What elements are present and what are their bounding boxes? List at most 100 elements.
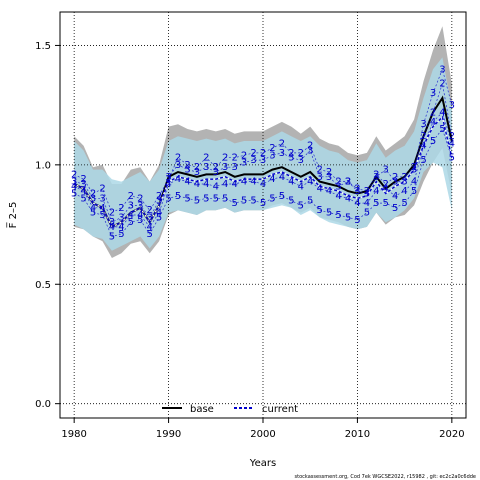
age-2-label: 2 bbox=[156, 191, 162, 202]
age-2-label: 2 bbox=[241, 150, 247, 161]
age-3-label: 3 bbox=[137, 200, 143, 211]
age-2-label: 2 bbox=[109, 208, 115, 219]
age-3-label: 3 bbox=[99, 193, 105, 204]
age-4-label: 4 bbox=[269, 174, 275, 185]
age-4-label: 4 bbox=[373, 186, 379, 197]
legend-base-label: base bbox=[190, 404, 214, 415]
age-2-label: 2 bbox=[184, 160, 190, 171]
age-5-label: 5 bbox=[449, 153, 455, 164]
age-4-label: 4 bbox=[128, 210, 134, 221]
age-4-line bbox=[74, 111, 453, 228]
age-5-label: 5 bbox=[354, 215, 360, 226]
age-5-label: 5 bbox=[345, 212, 351, 223]
age-3-label: 3 bbox=[411, 165, 417, 176]
age-5-label: 5 bbox=[241, 196, 247, 207]
x-tick-label: 2010 bbox=[345, 429, 370, 440]
age-2-label: 2 bbox=[279, 138, 285, 149]
age-5-label: 5 bbox=[383, 198, 389, 209]
age-4-label: 4 bbox=[194, 179, 200, 190]
footnote: stockassessment.org, Cod 7ek WGCSE2022, … bbox=[295, 474, 476, 480]
age-5-label: 5 bbox=[128, 217, 134, 228]
age-3-label: 3 bbox=[288, 153, 294, 164]
age-4-label: 4 bbox=[279, 172, 285, 183]
age-5-label: 5 bbox=[137, 215, 143, 226]
age-4-label: 4 bbox=[364, 198, 370, 209]
age-3-label: 3 bbox=[184, 165, 190, 176]
age-3-label: 3 bbox=[430, 88, 436, 99]
age-4-label: 4 bbox=[449, 138, 455, 149]
age-2-label: 2 bbox=[165, 174, 171, 185]
age-2-label: 2 bbox=[449, 131, 455, 142]
age-5-label: 5 bbox=[420, 155, 426, 166]
age-2-label: 2 bbox=[373, 169, 379, 180]
age-4-label: 4 bbox=[383, 184, 389, 195]
age-3-label: 3 bbox=[118, 212, 124, 223]
age-2-label: 2 bbox=[298, 148, 304, 159]
x-axis-title: Years bbox=[249, 458, 276, 469]
age-3-label: 3 bbox=[213, 167, 219, 178]
x-tick-label: 1980 bbox=[61, 429, 86, 440]
age-4-label: 4 bbox=[147, 222, 153, 233]
age-4-label: 4 bbox=[420, 141, 426, 152]
current-confidence-band bbox=[74, 57, 452, 251]
age-5-label: 5 bbox=[71, 189, 77, 200]
age-4-label: 4 bbox=[250, 177, 256, 188]
age-4-label: 4 bbox=[222, 179, 228, 190]
age-3-label: 3 bbox=[449, 100, 455, 111]
age-3-label: 3 bbox=[109, 217, 115, 228]
age-3-label: 3 bbox=[354, 186, 360, 197]
age-3-label: 3 bbox=[298, 155, 304, 166]
age-3-label: 3 bbox=[71, 177, 77, 188]
age-5-label: 5 bbox=[232, 198, 238, 209]
age-2-label: 2 bbox=[401, 172, 407, 183]
age-5-label: 5 bbox=[222, 193, 228, 204]
age-3-label: 3 bbox=[194, 167, 200, 178]
age-2-label: 2 bbox=[345, 177, 351, 188]
age-4-label: 4 bbox=[335, 191, 341, 202]
age-5-label: 5 bbox=[401, 198, 407, 209]
age-4-label: 4 bbox=[156, 208, 162, 219]
age-3-label: 3 bbox=[80, 179, 86, 190]
age-2-label: 2 bbox=[269, 143, 275, 154]
age-2-label: 2 bbox=[213, 162, 219, 173]
confidence-bands bbox=[74, 26, 452, 258]
age-2-label: 2 bbox=[354, 184, 360, 195]
age-5-label: 5 bbox=[317, 205, 323, 216]
age-5-label: 5 bbox=[411, 186, 417, 197]
age-5-label: 5 bbox=[364, 208, 370, 219]
age-5-label: 5 bbox=[165, 193, 171, 204]
age-2-label: 2 bbox=[420, 131, 426, 142]
y-tick-label: 1.5 bbox=[35, 41, 51, 52]
x-tick-label: 2000 bbox=[250, 429, 275, 440]
age-2-label: 2 bbox=[203, 153, 209, 164]
age-2-label: 2 bbox=[317, 165, 323, 176]
age-4-label: 4 bbox=[99, 203, 105, 214]
y-tick-label: 1.0 bbox=[35, 160, 51, 171]
age-4-label: 4 bbox=[203, 179, 209, 190]
age-3-label: 3 bbox=[128, 200, 134, 211]
age-3-label: 3 bbox=[269, 150, 275, 161]
age-3-label: 3 bbox=[317, 172, 323, 183]
age-2-label: 2 bbox=[288, 148, 294, 159]
age-3-label: 3 bbox=[439, 64, 445, 75]
age-3-label: 3 bbox=[364, 189, 370, 200]
age-2-label: 2 bbox=[430, 107, 436, 118]
age-2-label: 2 bbox=[383, 179, 389, 190]
age-5-label: 5 bbox=[203, 193, 209, 204]
age-4-label: 4 bbox=[326, 186, 332, 197]
age-4-label: 4 bbox=[90, 203, 96, 214]
age-3-label: 3 bbox=[335, 181, 341, 192]
age-2-label: 2 bbox=[250, 148, 256, 159]
age-4-label: 4 bbox=[439, 107, 445, 118]
age-2-line bbox=[74, 83, 453, 214]
age-4-label: 4 bbox=[392, 191, 398, 202]
age-3-label: 3 bbox=[232, 162, 238, 173]
age-4-label: 4 bbox=[137, 210, 143, 221]
age-5-label: 5 bbox=[118, 229, 124, 240]
age-4-label: 4 bbox=[411, 177, 417, 188]
age-3-label: 3 bbox=[156, 196, 162, 207]
x-tick-label: 1990 bbox=[156, 429, 181, 440]
age-4-label: 4 bbox=[298, 181, 304, 192]
age-4-label: 4 bbox=[165, 179, 171, 190]
age-2-label: 2 bbox=[392, 172, 398, 183]
